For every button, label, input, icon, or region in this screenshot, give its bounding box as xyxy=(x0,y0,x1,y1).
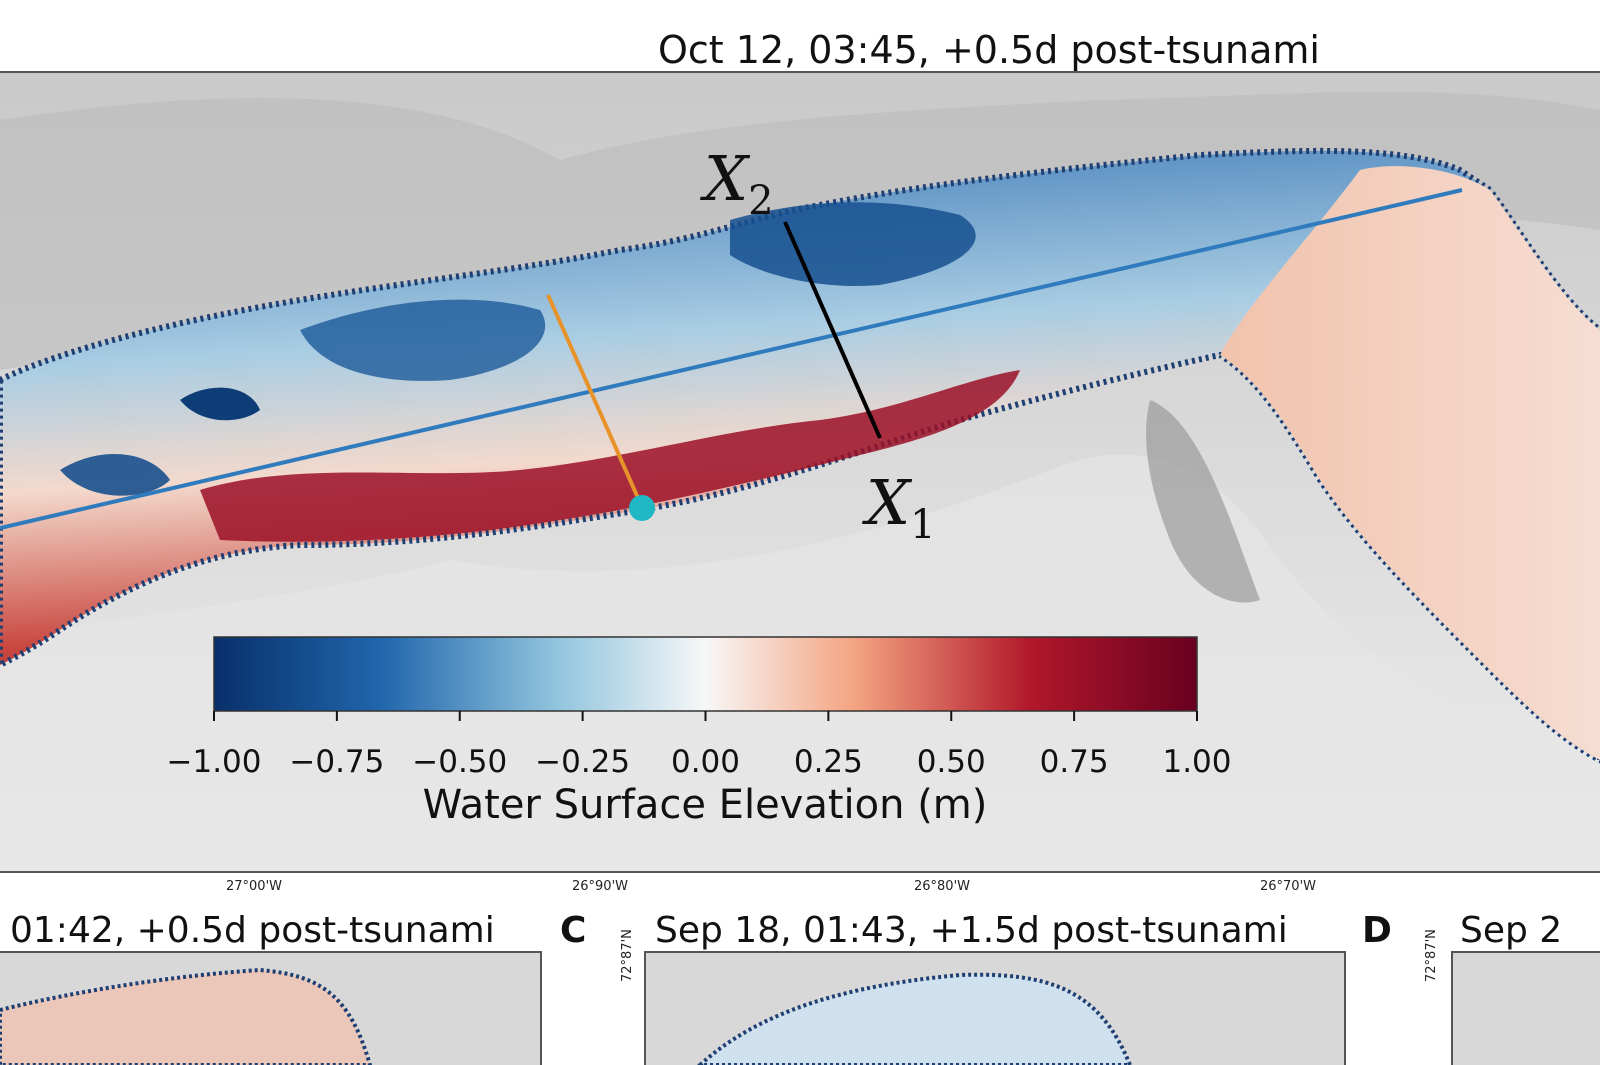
longitude-tick-label: 27°00'W xyxy=(225,879,283,894)
subplot-c-water xyxy=(697,972,1133,1065)
colorbar-tick-label: 0.75 xyxy=(1039,744,1109,780)
colorbar xyxy=(213,636,1198,712)
blue-cove xyxy=(60,453,170,496)
subpanel-b-title: 01:42, +0.5d post-tsunami xyxy=(10,910,495,951)
lat-tick-d: 72°87'N xyxy=(1424,929,1439,982)
colorbar-tick-label: 0.00 xyxy=(670,744,741,780)
subpanel-c-letter: C xyxy=(560,910,587,951)
subplot-b-water xyxy=(0,967,373,1065)
longitude-tick-label: 26°80'W xyxy=(913,879,971,894)
colorbar-tick-label: 0.25 xyxy=(793,744,863,780)
longitude-tick-label: 26°70'W xyxy=(1259,879,1317,894)
subpanel-c-title: Sep 18, 01:43, +1.5d post-tsunami xyxy=(655,910,1288,951)
colorbar-tick-label: −0.50 xyxy=(412,744,508,780)
red-zone xyxy=(200,370,1020,542)
subpanel-d-letter: D xyxy=(1362,910,1392,951)
terrain-dark-patch xyxy=(1146,400,1260,603)
colorbar-tick-label: −1.00 xyxy=(166,744,262,780)
colorbar-tick-label: −0.75 xyxy=(289,744,385,780)
profile-line-blue xyxy=(0,188,1463,530)
colorbar-tick-label: 0.50 xyxy=(916,744,986,780)
gauge-point xyxy=(629,495,655,521)
subplot-d-frame xyxy=(1451,951,1600,1065)
label-x2: X2 xyxy=(704,142,774,224)
colorbar-tick-label: −0.25 xyxy=(535,744,631,780)
fjord-arm xyxy=(1220,166,1600,760)
profile-line-orange xyxy=(546,294,640,499)
longitude-tick-label: 26°90'W xyxy=(571,879,629,894)
colorbar-tick-label: 1.00 xyxy=(1162,744,1232,780)
colorbar-label: Water Surface Elevation (m) xyxy=(422,782,988,828)
map-title: Oct 12, 03:45, +0.5d post-tsunami xyxy=(658,28,1320,72)
blue-island xyxy=(180,387,260,421)
label-x1: X1 xyxy=(866,466,936,548)
blue-zone-upper xyxy=(730,202,976,286)
blue-zone-west xyxy=(300,299,546,381)
lat-tick-c: 72°87'N xyxy=(620,929,635,982)
colorbar-tick-marks xyxy=(213,711,1198,721)
profile-line-black xyxy=(783,221,882,439)
subpanel-d-title: Sep 2 xyxy=(1460,910,1563,951)
